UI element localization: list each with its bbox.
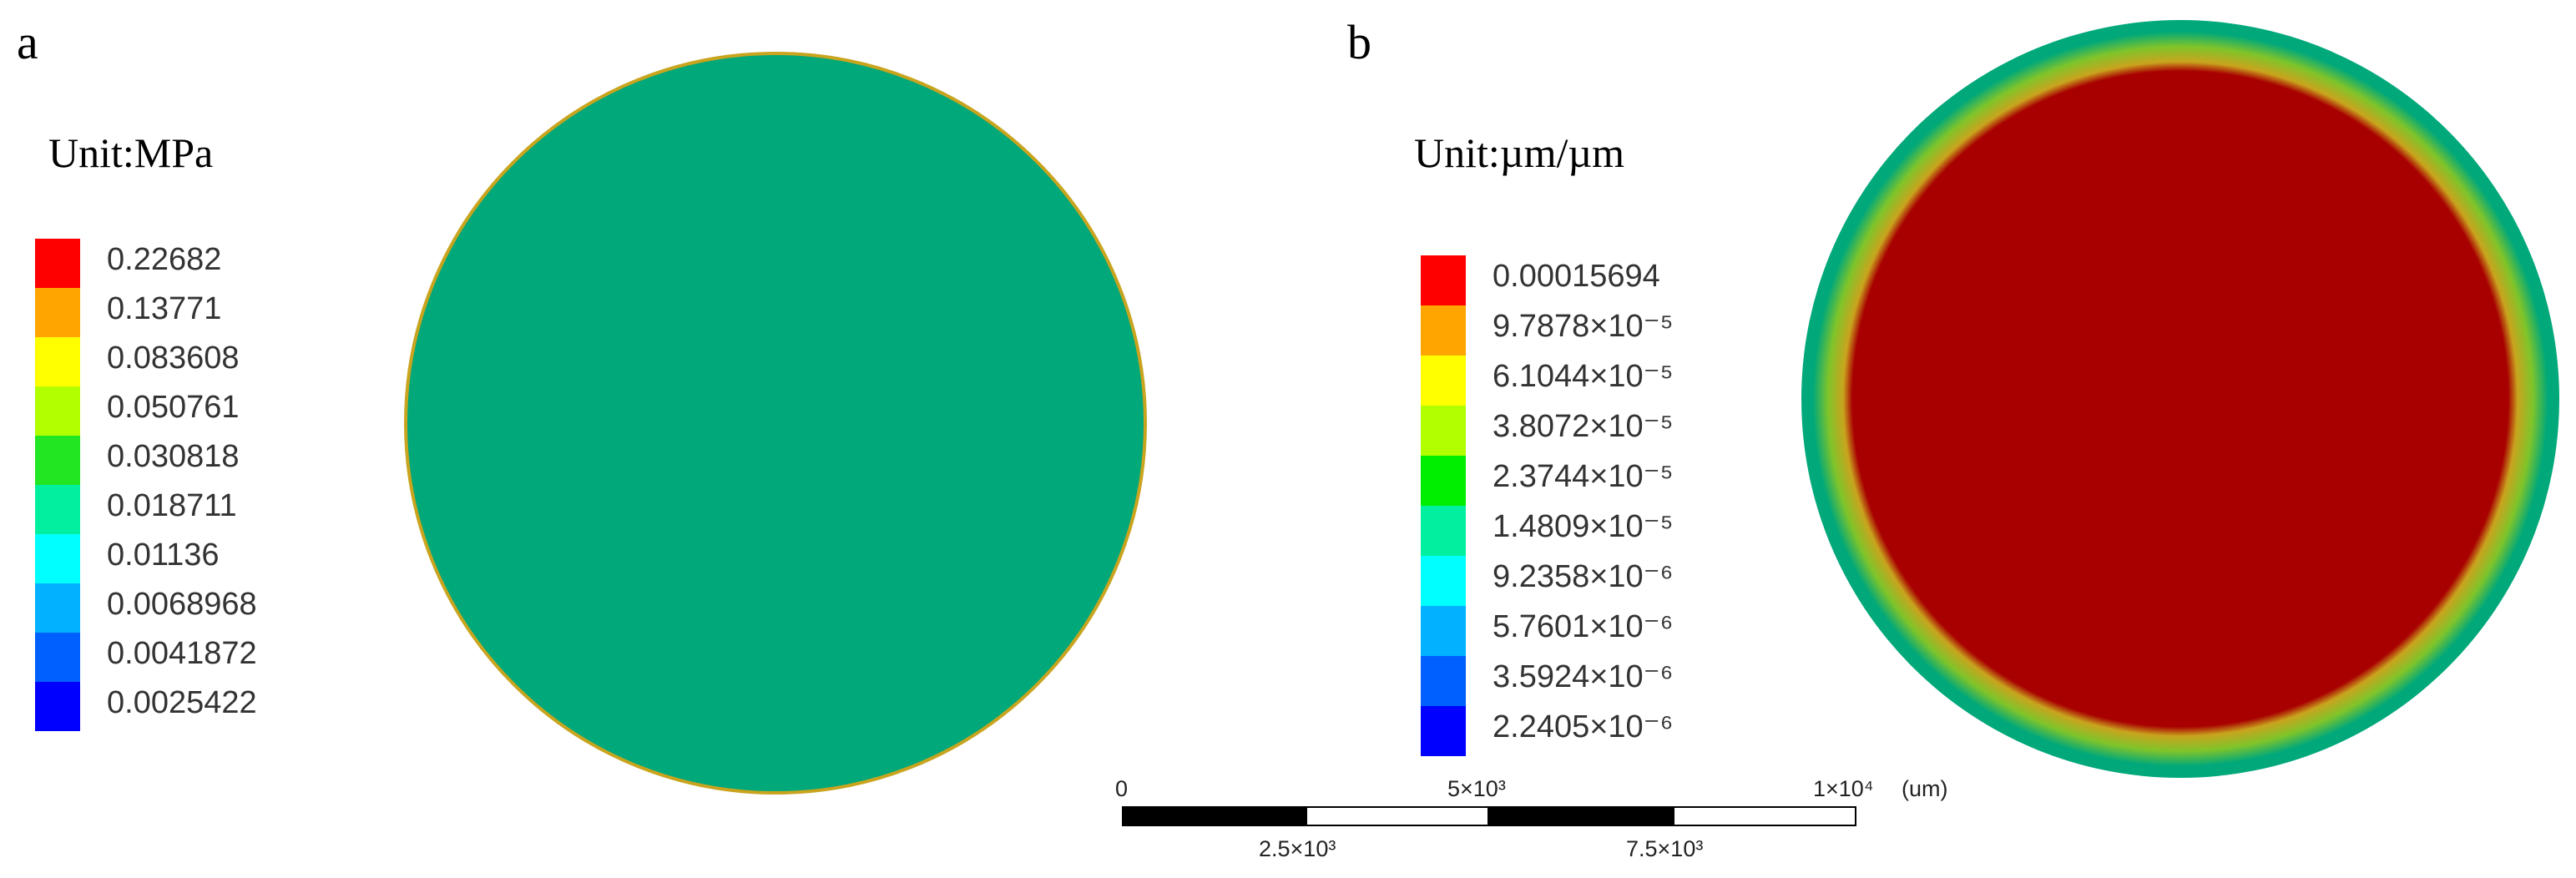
legend-b-swatch-4 bbox=[1421, 456, 1466, 506]
legend-b-value-8: 3.5924×10⁻⁶ bbox=[1493, 659, 1674, 694]
legend-b-swatch-0 bbox=[1421, 255, 1466, 305]
legend-a-value-9: 0.0025422 bbox=[107, 685, 257, 720]
legend-b-swatch-2 bbox=[1421, 356, 1466, 406]
legend-b-swatch-7 bbox=[1421, 606, 1466, 656]
legend-b-value-3: 3.8072×10⁻⁵ bbox=[1493, 409, 1674, 444]
scale-label-1e4: 1×10⁴ bbox=[1813, 776, 1874, 801]
scale-unit: (um) bbox=[1902, 776, 1948, 801]
legend-a-swatch-2 bbox=[35, 337, 80, 386]
scale-label-7_5e3: 7.5×10³ bbox=[1626, 836, 1704, 861]
legend-a-value-3: 0.050761 bbox=[107, 390, 240, 425]
legend-b-value-0: 0.00015694 bbox=[1493, 259, 1660, 294]
legend-a-swatch-9 bbox=[35, 682, 80, 731]
legend-a-swatch-5 bbox=[35, 485, 80, 534]
legend-a-value-0: 0.22682 bbox=[107, 242, 222, 277]
panel-b-label: b bbox=[1347, 15, 1371, 69]
legend-a-swatch-0 bbox=[35, 239, 80, 288]
scale-label-5e3: 5×10³ bbox=[1447, 776, 1506, 801]
panel-b-unit-label: Unit:µm/µm bbox=[1414, 129, 1625, 176]
legend-b-value-9: 2.2405×10⁻⁶ bbox=[1493, 709, 1674, 744]
legend-a-value-8: 0.0041872 bbox=[107, 636, 257, 671]
legend-b-swatch-5 bbox=[1421, 506, 1466, 556]
legend-b-value-5: 1.4809×10⁻⁵ bbox=[1493, 509, 1674, 544]
panel-a-label: a bbox=[17, 15, 38, 69]
legend-a-value-2: 0.083608 bbox=[107, 341, 240, 376]
legend-b-swatch-1 bbox=[1421, 305, 1466, 356]
legend-b-swatch-3 bbox=[1421, 406, 1466, 456]
legend-a-value-5: 0.018711 bbox=[107, 488, 237, 523]
scale-label-2_5e3: 2.5×10³ bbox=[1259, 836, 1336, 861]
legend-b-swatch-8 bbox=[1421, 656, 1466, 706]
legend-b-value-7: 5.7601×10⁻⁶ bbox=[1493, 609, 1674, 644]
legend-a-value-1: 0.13771 bbox=[107, 291, 222, 326]
legend-a-swatch-8 bbox=[35, 633, 80, 682]
panel-b-strain-disk bbox=[1801, 20, 2559, 778]
scale-label-0: 0 bbox=[1115, 776, 1129, 801]
legend-a-swatch-7 bbox=[35, 583, 80, 633]
legend-a-swatch-3 bbox=[35, 386, 80, 436]
legend-b-swatch-6 bbox=[1421, 556, 1466, 606]
legend-b-value-4: 2.3744×10⁻⁵ bbox=[1493, 459, 1674, 494]
legend-b-value-6: 9.2358×10⁻⁶ bbox=[1493, 559, 1674, 594]
legend-b-value-2: 6.1044×10⁻⁵ bbox=[1493, 359, 1674, 394]
scale-segment-1 bbox=[1122, 806, 1306, 826]
legend-a-value-6: 0.01136 bbox=[107, 537, 220, 573]
legend-b-swatch-9 bbox=[1421, 706, 1466, 756]
legend-a-swatch-1 bbox=[35, 288, 80, 337]
panel-a-stress-disk bbox=[404, 52, 1147, 795]
legend-a-value-4: 0.030818 bbox=[107, 439, 240, 474]
panel-a-unit-label: Unit:MPa bbox=[48, 129, 214, 176]
legend-a-value-7: 0.0068968 bbox=[107, 587, 257, 622]
legend-a-swatch-4 bbox=[35, 436, 80, 485]
legend-a-swatch-6 bbox=[35, 534, 80, 583]
scale-segment-2 bbox=[1306, 806, 1489, 826]
scale-segment-4 bbox=[1673, 806, 1856, 826]
scale-segment-3 bbox=[1489, 806, 1673, 826]
legend-b-value-1: 9.7878×10⁻⁵ bbox=[1493, 309, 1674, 344]
